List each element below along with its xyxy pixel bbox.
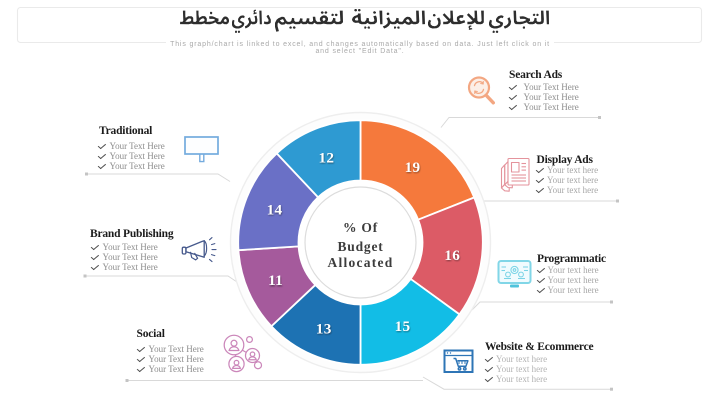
svg-text:12: 12 bbox=[319, 150, 335, 167]
svg-text:12: 12 bbox=[319, 151, 335, 168]
svg-text:15: 15 bbox=[395, 318, 411, 335]
svg-text:16: 16 bbox=[445, 248, 461, 265]
svg-text:19: 19 bbox=[405, 160, 421, 177]
svg-text:13: 13 bbox=[316, 322, 332, 339]
svg-text:19: 19 bbox=[405, 159, 421, 176]
svg-text:13: 13 bbox=[316, 320, 332, 337]
svg-text:16: 16 bbox=[444, 247, 460, 264]
svg-text:15: 15 bbox=[395, 319, 411, 336]
svg-text:14: 14 bbox=[267, 201, 283, 218]
svg-text:11: 11 bbox=[268, 272, 283, 289]
svg-text:11: 11 bbox=[269, 273, 284, 290]
svg-text:14: 14 bbox=[267, 203, 283, 220]
